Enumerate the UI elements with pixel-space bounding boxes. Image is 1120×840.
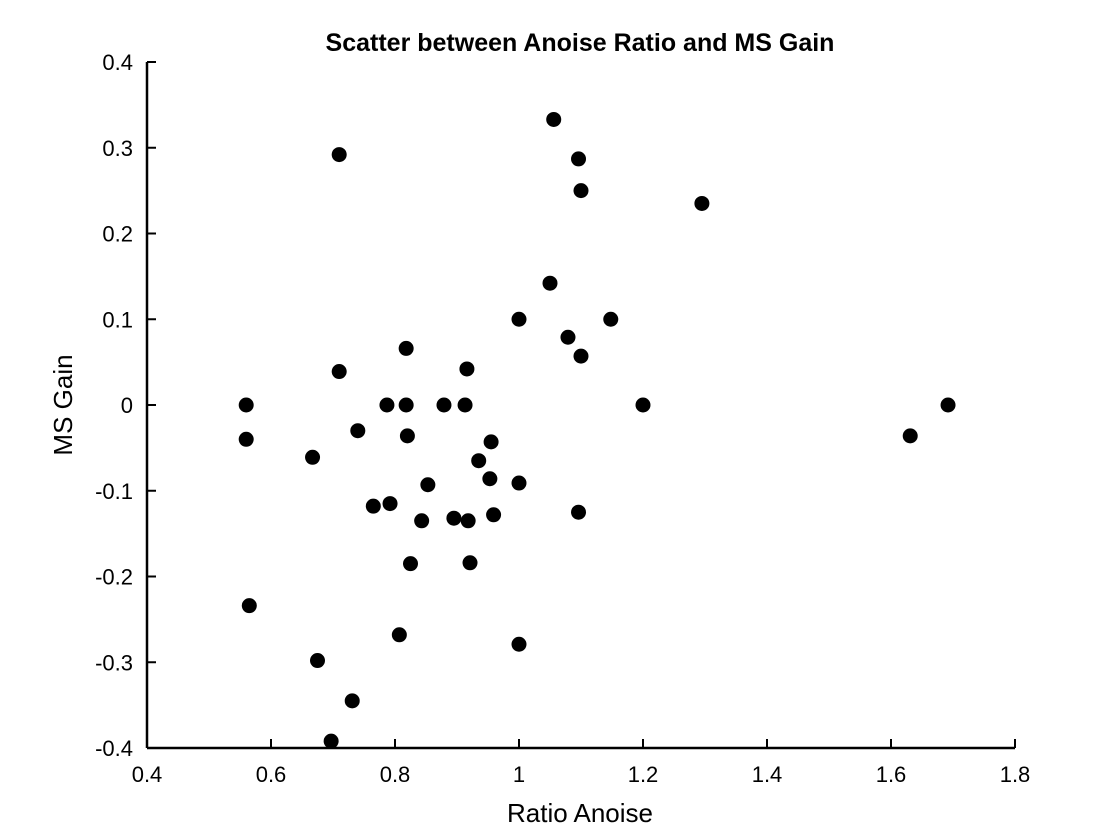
data-point xyxy=(571,504,587,520)
data-point xyxy=(331,364,347,380)
y-tick-label: -0.3 xyxy=(95,650,133,675)
data-point xyxy=(382,496,398,512)
data-point xyxy=(305,449,321,465)
x-tick-label: 1.6 xyxy=(876,762,907,787)
points-layer xyxy=(238,111,956,749)
data-point xyxy=(414,513,430,529)
data-point xyxy=(323,733,339,749)
data-point xyxy=(486,507,502,523)
data-point xyxy=(483,434,499,450)
data-point xyxy=(560,329,576,345)
data-point xyxy=(571,151,587,167)
data-point xyxy=(573,348,589,364)
y-tick-label: 0.1 xyxy=(102,307,133,332)
data-point xyxy=(457,397,473,413)
y-ticks: -0.4 -0.3 -0.2 -0.1 0 0.1 0.2 0.3 0.4 xyxy=(95,50,156,761)
data-point xyxy=(398,397,414,413)
data-point xyxy=(379,397,395,413)
x-tick-label: 1.8 xyxy=(1000,762,1031,787)
y-axis-label: MS Gain xyxy=(48,354,78,455)
data-point xyxy=(238,397,254,413)
data-point xyxy=(940,397,956,413)
data-point xyxy=(459,361,475,377)
data-point xyxy=(420,477,436,493)
data-point xyxy=(310,653,325,669)
y-tick-label: -0.4 xyxy=(95,736,133,761)
data-point xyxy=(471,453,487,469)
chart-title: Scatter between Anoise Ratio and MS Gain xyxy=(326,29,835,57)
data-point xyxy=(462,555,478,571)
data-point xyxy=(573,183,589,199)
data-point xyxy=(391,627,407,643)
x-axis-label: Ratio Anoise xyxy=(507,798,653,828)
data-point xyxy=(511,311,527,327)
data-point xyxy=(511,636,527,652)
data-point xyxy=(546,111,562,127)
data-point xyxy=(603,311,619,327)
data-point xyxy=(635,397,651,413)
x-tick-label: 0.4 xyxy=(132,762,163,787)
data-point xyxy=(399,428,415,444)
data-point xyxy=(398,340,414,356)
y-tick-label: 0.3 xyxy=(102,136,133,161)
x-tick-label: 1.2 xyxy=(628,762,659,787)
data-point xyxy=(482,471,498,487)
data-point xyxy=(350,423,366,439)
data-point xyxy=(460,513,476,529)
data-point xyxy=(542,275,558,291)
data-point xyxy=(365,498,381,514)
y-tick-label: -0.1 xyxy=(95,479,133,504)
data-point xyxy=(694,195,710,211)
y-tick-label: -0.2 xyxy=(95,565,133,590)
data-point xyxy=(446,510,462,526)
data-point xyxy=(902,428,918,444)
x-tick-label: 0.8 xyxy=(380,762,411,787)
data-point xyxy=(331,147,347,163)
y-tick-label: 0.2 xyxy=(102,222,133,247)
data-point xyxy=(238,431,254,447)
y-tick-label: 0 xyxy=(121,393,133,418)
x-tick-label: 1 xyxy=(513,762,525,787)
x-ticks: 0.4 0.6 0.8 1 1.2 1.4 1.6 1.8 xyxy=(132,739,1031,787)
data-point xyxy=(436,397,452,413)
data-point xyxy=(241,598,257,614)
data-point xyxy=(511,475,527,491)
x-tick-label: 0.6 xyxy=(256,762,287,787)
data-point xyxy=(403,556,418,572)
y-tick-label: 0.4 xyxy=(102,50,133,75)
x-tick-label: 1.4 xyxy=(752,762,783,787)
data-point xyxy=(344,693,360,709)
